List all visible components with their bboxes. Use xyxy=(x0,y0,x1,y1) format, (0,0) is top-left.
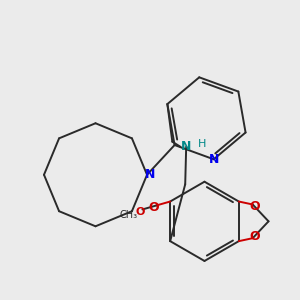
Text: H: H xyxy=(198,139,206,149)
Text: O: O xyxy=(249,230,260,243)
Text: O: O xyxy=(136,207,145,218)
Text: N: N xyxy=(181,140,191,153)
Text: O: O xyxy=(249,200,260,213)
Text: N: N xyxy=(145,168,155,181)
Text: O: O xyxy=(148,201,159,214)
Text: N: N xyxy=(208,153,219,166)
Text: CH₃: CH₃ xyxy=(119,210,138,220)
